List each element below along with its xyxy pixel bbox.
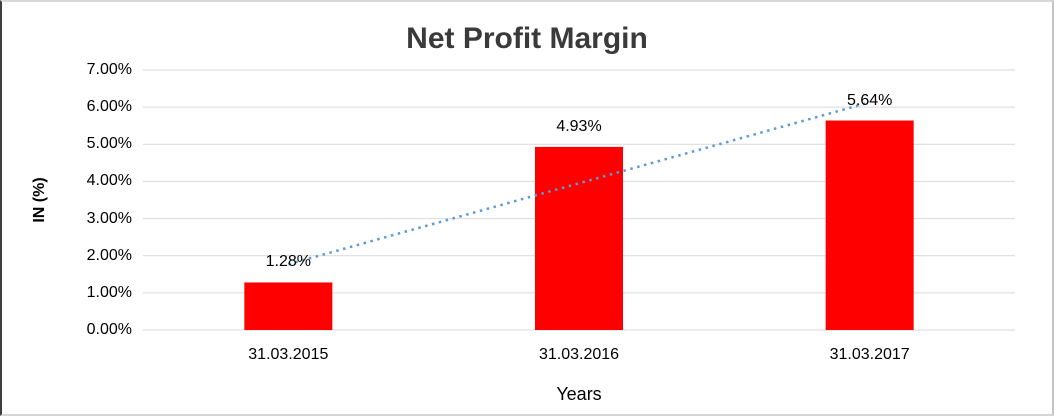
x-category-label: 31.03.2017 [829,346,910,363]
y-tick-label: 4.00% [86,172,132,190]
y-tick-label: 7.00% [86,61,132,78]
x-axis-title: Years [556,384,602,404]
y-tick-label: 1.00% [86,283,132,301]
y-tick-label: 0.00% [86,321,132,338]
y-tick-label: 3.00% [86,209,132,227]
x-category-label: 31.03.2015 [248,346,329,363]
chart-title: Net Profit Margin [406,22,648,55]
trendline [287,101,871,266]
bar-31.03.2016 [535,146,623,330]
y-tick-label: 5.00% [86,135,132,153]
x-category-label: 31.03.2016 [538,346,620,363]
bar-31.03.2015 [244,282,333,330]
bar-data-label: 4.93% [556,117,602,135]
bar-31.03.2017 [825,120,914,330]
y-tick-label: 6.00% [86,98,132,116]
bar-data-label: 5.64% [846,91,893,109]
y-axis-title: IN (%) [31,177,48,223]
y-tick-label: 2.00% [86,246,132,264]
bar-data-label: 1.28% [265,253,312,271]
